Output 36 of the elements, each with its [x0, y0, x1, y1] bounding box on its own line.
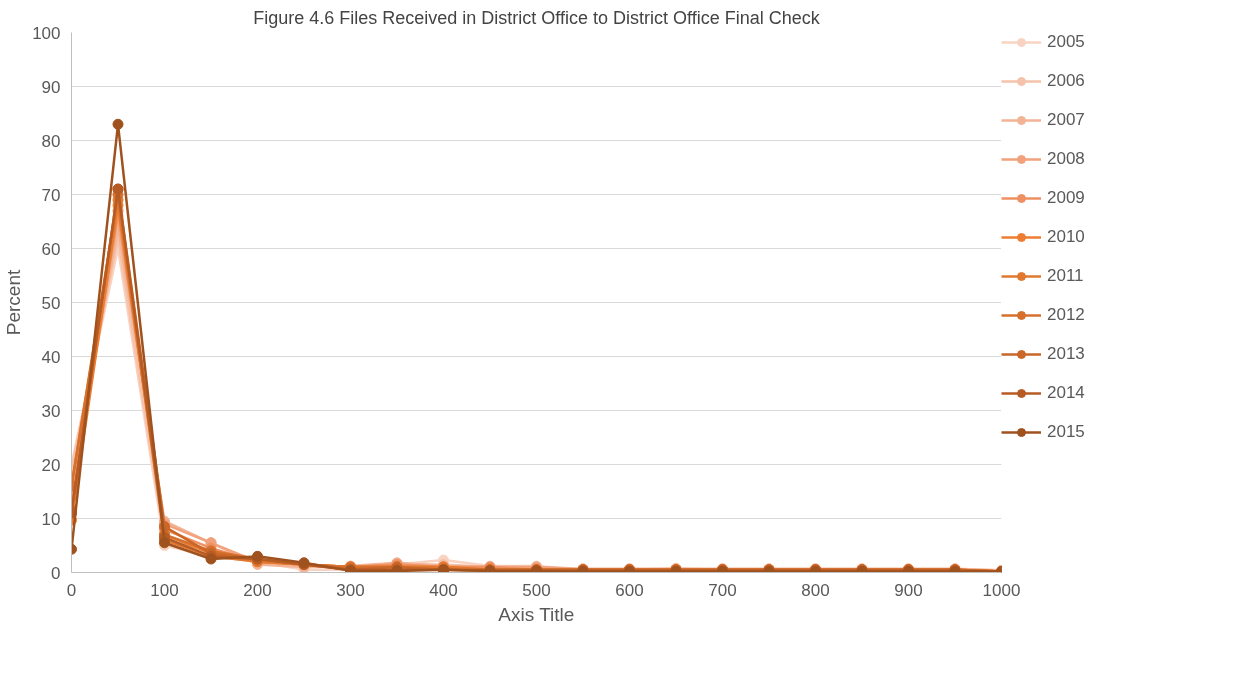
legend-label: 2006	[1047, 71, 1085, 91]
y-tick-label: 90	[41, 77, 61, 97]
legend-label: 2005	[1047, 32, 1085, 52]
y-tick-label: 30	[41, 401, 61, 421]
legend-label: 2011	[1047, 266, 1084, 286]
x-tick-label: 600	[615, 580, 644, 600]
legend-label: 2008	[1047, 149, 1085, 169]
x-tick-label: 700	[708, 580, 737, 600]
x-tick-label: 300	[336, 580, 365, 600]
legend-label: 2010	[1047, 227, 1085, 247]
x-axis-title: Axis Title	[498, 603, 575, 625]
y-tick-label: 10	[41, 509, 61, 529]
x-tick-label: 100	[150, 580, 179, 600]
x-tick-label: 400	[429, 580, 458, 600]
x-tick-label: 900	[894, 580, 923, 600]
y-tick-label: 20	[41, 455, 61, 475]
x-tick-label: 500	[522, 580, 551, 600]
legend-label: 2009	[1047, 188, 1085, 208]
legend-label: 2012	[1047, 305, 1085, 325]
legend-label: 2013	[1047, 344, 1085, 364]
chart-title: Figure 4.6 Files Received in District Office to District Office Final Check	[253, 7, 821, 28]
legend-label: 2015	[1047, 422, 1085, 442]
y-tick-label: 100	[32, 23, 61, 43]
x-tick-label: 0	[66, 580, 77, 600]
y-axis-title: Percent	[3, 269, 25, 336]
legend-label: 2007	[1047, 110, 1085, 130]
x-tick-label: 800	[801, 580, 830, 600]
x-tick-label: 1000	[982, 580, 1021, 600]
y-tick-label: 70	[41, 185, 61, 205]
y-tick-label: 40	[41, 347, 61, 367]
legend-label: 2014	[1047, 383, 1085, 403]
x-tick-label: 200	[243, 580, 272, 600]
y-tick-label: 50	[41, 293, 61, 313]
y-tick-label: 80	[41, 131, 61, 151]
y-tick-label: 60	[41, 239, 61, 259]
y-tick-label: 0	[51, 563, 61, 583]
